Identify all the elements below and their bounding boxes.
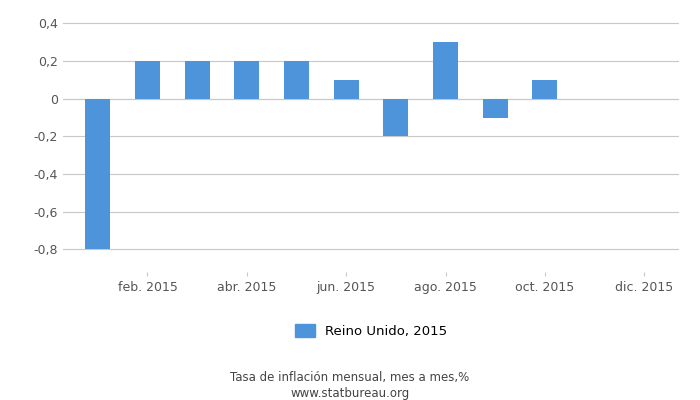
Bar bbox=[483, 99, 507, 118]
Text: Tasa de inflación mensual, mes a mes,%: Tasa de inflación mensual, mes a mes,% bbox=[230, 372, 470, 384]
Bar bbox=[433, 42, 458, 99]
Bar bbox=[135, 61, 160, 99]
Bar bbox=[284, 61, 309, 99]
Bar bbox=[185, 61, 209, 99]
Legend: Reino Unido, 2015: Reino Unido, 2015 bbox=[290, 319, 452, 344]
Bar bbox=[85, 99, 110, 249]
Bar bbox=[234, 61, 259, 99]
Text: www.statbureau.org: www.statbureau.org bbox=[290, 388, 410, 400]
Bar bbox=[334, 80, 358, 99]
Bar bbox=[384, 99, 408, 136]
Bar bbox=[533, 80, 557, 99]
